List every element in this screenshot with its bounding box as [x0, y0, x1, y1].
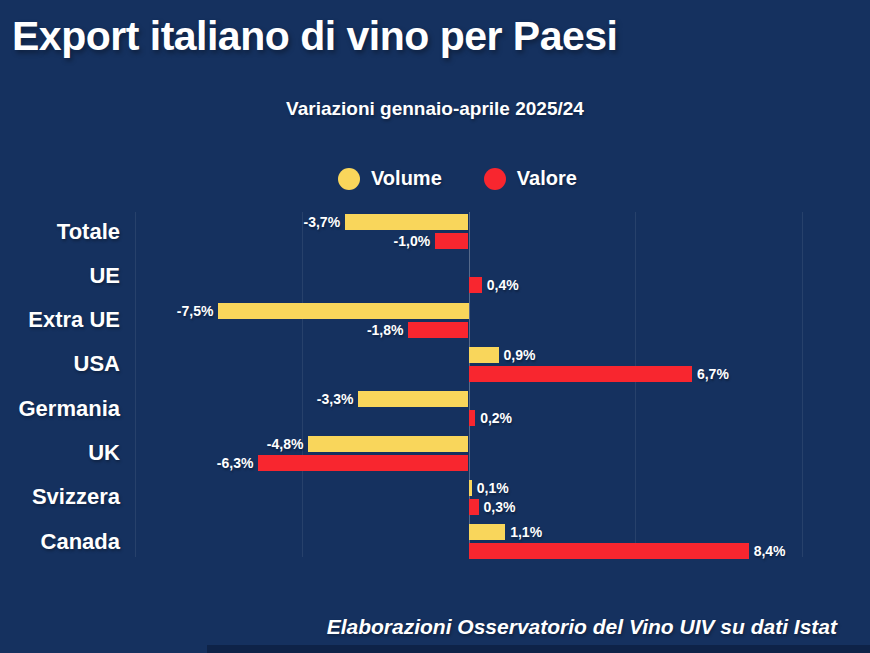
infographic: Export italiano di vino per Paesi Variaz… — [0, 0, 870, 653]
bar-volume-svizzera — [469, 480, 472, 496]
value-label: 6,7% — [697, 366, 729, 382]
source-credit: Elaborazioni Osservatorio del Vino UIV s… — [327, 615, 837, 639]
gridline — [302, 212, 303, 557]
category-label-germania: Germania — [0, 398, 120, 420]
bottom-strip — [207, 645, 870, 653]
bar-valore-ue — [469, 277, 482, 293]
bar-valore-extra-ue — [408, 322, 468, 338]
value-label: -1,0% — [394, 233, 431, 249]
value-label: -6,3% — [217, 455, 254, 471]
gridline — [635, 212, 636, 557]
category-label-canada: Canada — [0, 531, 120, 553]
bar-volume-canada — [469, 524, 506, 540]
bar-volume-uk — [308, 436, 468, 452]
category-label-usa: USA — [0, 353, 120, 375]
value-label: -7,5% — [177, 303, 214, 319]
value-label: 1,1% — [510, 524, 542, 540]
value-label: -4,8% — [267, 436, 304, 452]
gridline — [802, 212, 803, 557]
value-label: -3,7% — [304, 214, 341, 230]
bar-volume-usa — [469, 347, 499, 363]
category-label-extra-ue: Extra UE — [0, 309, 120, 331]
category-label-totale: Totale — [0, 221, 120, 243]
bar-valore-uk — [258, 455, 468, 471]
gridline — [135, 212, 136, 557]
value-label: 0,2% — [480, 410, 512, 426]
bar-volume-germania — [358, 391, 468, 407]
bar-volume-totale — [345, 214, 468, 230]
category-label-uk: UK — [0, 442, 120, 464]
bar-chart: Totale -3,7% -1,0% UE 0,4% Extra UE -7,5% -1,8%… — [0, 0, 870, 653]
bar-valore-germania — [469, 410, 476, 426]
value-label: 0,9% — [504, 347, 536, 363]
value-label: 0,1% — [477, 480, 509, 496]
bar-valore-svizzera — [469, 499, 479, 515]
value-label: 8,4% — [754, 543, 786, 559]
value-label: -1,8% — [367, 322, 404, 338]
category-label-svizzera: Svizzera — [0, 486, 120, 508]
category-label-ue: UE — [0, 265, 120, 287]
bar-valore-usa — [469, 366, 692, 382]
value-label: -3,3% — [317, 391, 354, 407]
value-label: 0,4% — [487, 277, 519, 293]
bar-volume-extra-ue — [218, 303, 468, 319]
value-label: 0,3% — [484, 499, 516, 515]
bar-valore-canada — [469, 543, 749, 559]
bar-valore-totale — [435, 233, 468, 249]
